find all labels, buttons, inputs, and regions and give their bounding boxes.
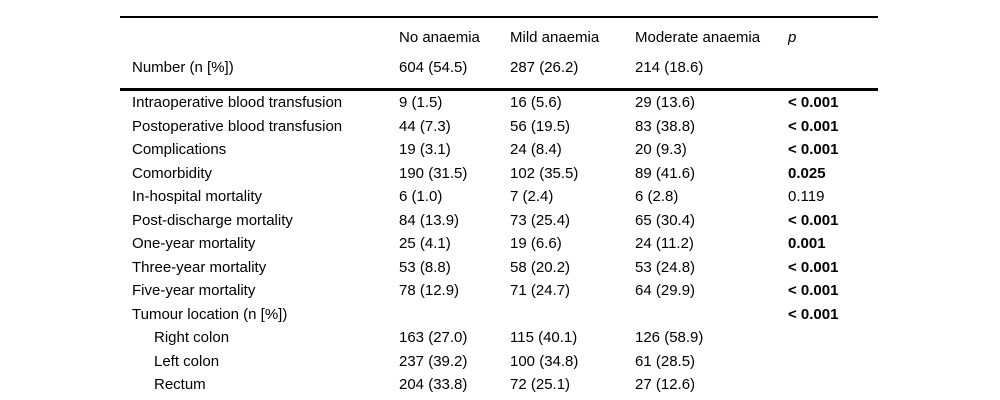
row-label: One-year mortality <box>132 235 256 253</box>
column-header-empty <box>120 17 399 52</box>
row-label: Right colon <box>154 329 230 347</box>
cell-p-value: < 0.001 <box>788 211 839 229</box>
cell-p-value <box>788 326 878 350</box>
cell-mild-anaemia: 287 (26.2) <box>510 52 635 91</box>
cell-no-anaemia: 19 (3.1) <box>399 141 451 159</box>
table-row: Post-discharge mortality 84 (13.9) 73 (2… <box>120 209 878 233</box>
cell-mild-anaemia: 102 (35.5) <box>510 164 579 182</box>
table-header: No anaemia Mild anaemia Moderate anaemia… <box>120 17 878 91</box>
cell-no-anaemia: 6 (1.0) <box>399 188 443 206</box>
cell-mild-anaemia: 16 (5.6) <box>510 94 562 112</box>
row-label: Comorbidity <box>132 164 213 182</box>
table-row: Postoperative blood transfusion 44 (7.3)… <box>120 115 878 139</box>
row-label: Number (n [%]) <box>120 52 399 91</box>
cell-mild-anaemia: 19 (6.6) <box>510 235 562 253</box>
cell-no-anaemia: 190 (31.5) <box>399 164 468 182</box>
cell-p-value: < 0.001 <box>788 258 839 276</box>
cell-no-anaemia: 84 (13.9) <box>399 211 460 229</box>
table-row: Right colon 163 (27.0) 115 (40.1) 126 (5… <box>120 326 878 350</box>
cell-moderate-anaemia: 20 (9.3) <box>635 141 687 159</box>
cell-p-value: < 0.001 <box>788 94 839 112</box>
cell-no-anaemia: 204 (33.8) <box>399 373 510 400</box>
table-row: Five-year mortality 78 (12.9) 71 (24.7) … <box>120 279 878 303</box>
row-label: Three-year mortality <box>132 258 267 276</box>
row-label: Intraoperative blood transfusion <box>132 94 343 112</box>
row-label: Left colon <box>154 352 220 370</box>
cell-moderate-anaemia: 61 (28.5) <box>635 352 696 370</box>
cell-moderate-anaemia: 27 (12.6) <box>635 373 788 400</box>
cell-p-value: 0.001 <box>788 235 826 253</box>
cell-p-value: < 0.001 <box>788 305 839 323</box>
cell-moderate-anaemia <box>635 303 788 327</box>
clinical-outcomes-table: No anaemia Mild anaemia Moderate anaemia… <box>120 16 878 400</box>
table-row: Three-year mortality 53 (8.8) 58 (20.2) … <box>120 256 878 280</box>
table-row: Left colon 237 (39.2) 100 (34.8) 61 (28.… <box>120 350 878 374</box>
row-label: Complications <box>132 141 227 159</box>
table-body: Intraoperative blood transfusion 9 (1.5)… <box>120 90 878 400</box>
cell-no-anaemia: 78 (12.9) <box>399 282 460 300</box>
cell-p-value <box>788 350 878 374</box>
table-row: Tumour location (n [%]) < 0.001 <box>120 303 878 327</box>
cell-moderate-anaemia: 83 (38.8) <box>635 117 696 135</box>
cell-mild-anaemia: 56 (19.5) <box>510 117 571 135</box>
table-row: Rectum 204 (33.8) 72 (25.1) 27 (12.6) <box>120 373 878 400</box>
cell-p-value: < 0.001 <box>788 141 839 159</box>
column-header-p-value: p <box>788 28 797 46</box>
row-label: Postoperative blood transfusion <box>132 117 343 135</box>
cell-moderate-anaemia: 24 (11.2) <box>635 235 694 253</box>
cell-p-value: < 0.001 <box>788 117 839 135</box>
cell-moderate-anaemia: 29 (13.6) <box>635 94 696 112</box>
cell-p-value <box>788 52 878 91</box>
cell-p-value: 0.025 <box>788 164 826 182</box>
cell-moderate-anaemia: 214 (18.6) <box>635 52 788 91</box>
cell-no-anaemia <box>399 303 510 327</box>
cell-mild-anaemia: 7 (2.4) <box>510 188 554 206</box>
row-label: Five-year mortality <box>132 282 256 300</box>
number-summary-row: Number (n [%]) 604 (54.5) 287 (26.2) 214… <box>120 52 878 91</box>
row-label: Tumour location (n [%]) <box>132 305 288 323</box>
cell-no-anaemia: 604 (54.5) <box>399 52 510 91</box>
column-header-row: No anaemia Mild anaemia Moderate anaemia… <box>120 17 878 52</box>
column-header-mild-anaemia: Mild anaemia <box>510 28 600 46</box>
cell-no-anaemia: 25 (4.1) <box>399 235 451 253</box>
row-label: In-hospital mortality <box>132 188 263 206</box>
cell-mild-anaemia: 72 (25.1) <box>510 373 635 400</box>
table-row: One-year mortality 25 (4.1) 19 (6.6) 24 … <box>120 232 878 256</box>
table-row: Comorbidity 190 (31.5) 102 (35.5) 89 (41… <box>120 162 878 186</box>
table-row: Complications 19 (3.1) 24 (8.4) 20 (9.3)… <box>120 138 878 162</box>
cell-p-value: < 0.001 <box>788 282 839 300</box>
row-label: Rectum <box>120 373 399 400</box>
cell-moderate-anaemia: 65 (30.4) <box>635 211 696 229</box>
cell-mild-anaemia: 24 (8.4) <box>510 141 562 159</box>
table-row: Intraoperative blood transfusion 9 (1.5)… <box>120 90 878 115</box>
cell-mild-anaemia <box>510 303 635 327</box>
cell-mild-anaemia: 100 (34.8) <box>510 352 579 370</box>
cell-no-anaemia: 53 (8.8) <box>399 258 451 276</box>
cell-no-anaemia: 9 (1.5) <box>399 94 443 112</box>
cell-no-anaemia: 237 (39.2) <box>399 352 468 370</box>
cell-moderate-anaemia: 6 (2.8) <box>635 188 679 206</box>
cell-mild-anaemia: 71 (24.7) <box>510 282 571 300</box>
table-row: In-hospital mortality 6 (1.0) 7 (2.4) 6 … <box>120 185 878 209</box>
column-header-moderate-anaemia: Moderate anaemia <box>635 28 761 46</box>
cell-moderate-anaemia: 64 (29.9) <box>635 282 696 300</box>
cell-p-value <box>788 373 878 400</box>
cell-moderate-anaemia: 53 (24.8) <box>635 258 696 276</box>
cell-p-value: 0.119 <box>788 188 825 206</box>
cell-mild-anaemia: 115 (40.1) <box>510 329 578 347</box>
cell-no-anaemia: 163 (27.0) <box>399 329 468 347</box>
cell-moderate-anaemia: 89 (41.6) <box>635 164 696 182</box>
column-header-no-anaemia: No anaemia <box>399 28 480 46</box>
cell-no-anaemia: 44 (7.3) <box>399 117 451 135</box>
cell-mild-anaemia: 73 (25.4) <box>510 211 571 229</box>
cell-moderate-anaemia: 126 (58.9) <box>635 329 704 347</box>
row-label: Post-discharge mortality <box>132 211 293 229</box>
cell-mild-anaemia: 58 (20.2) <box>510 258 571 276</box>
